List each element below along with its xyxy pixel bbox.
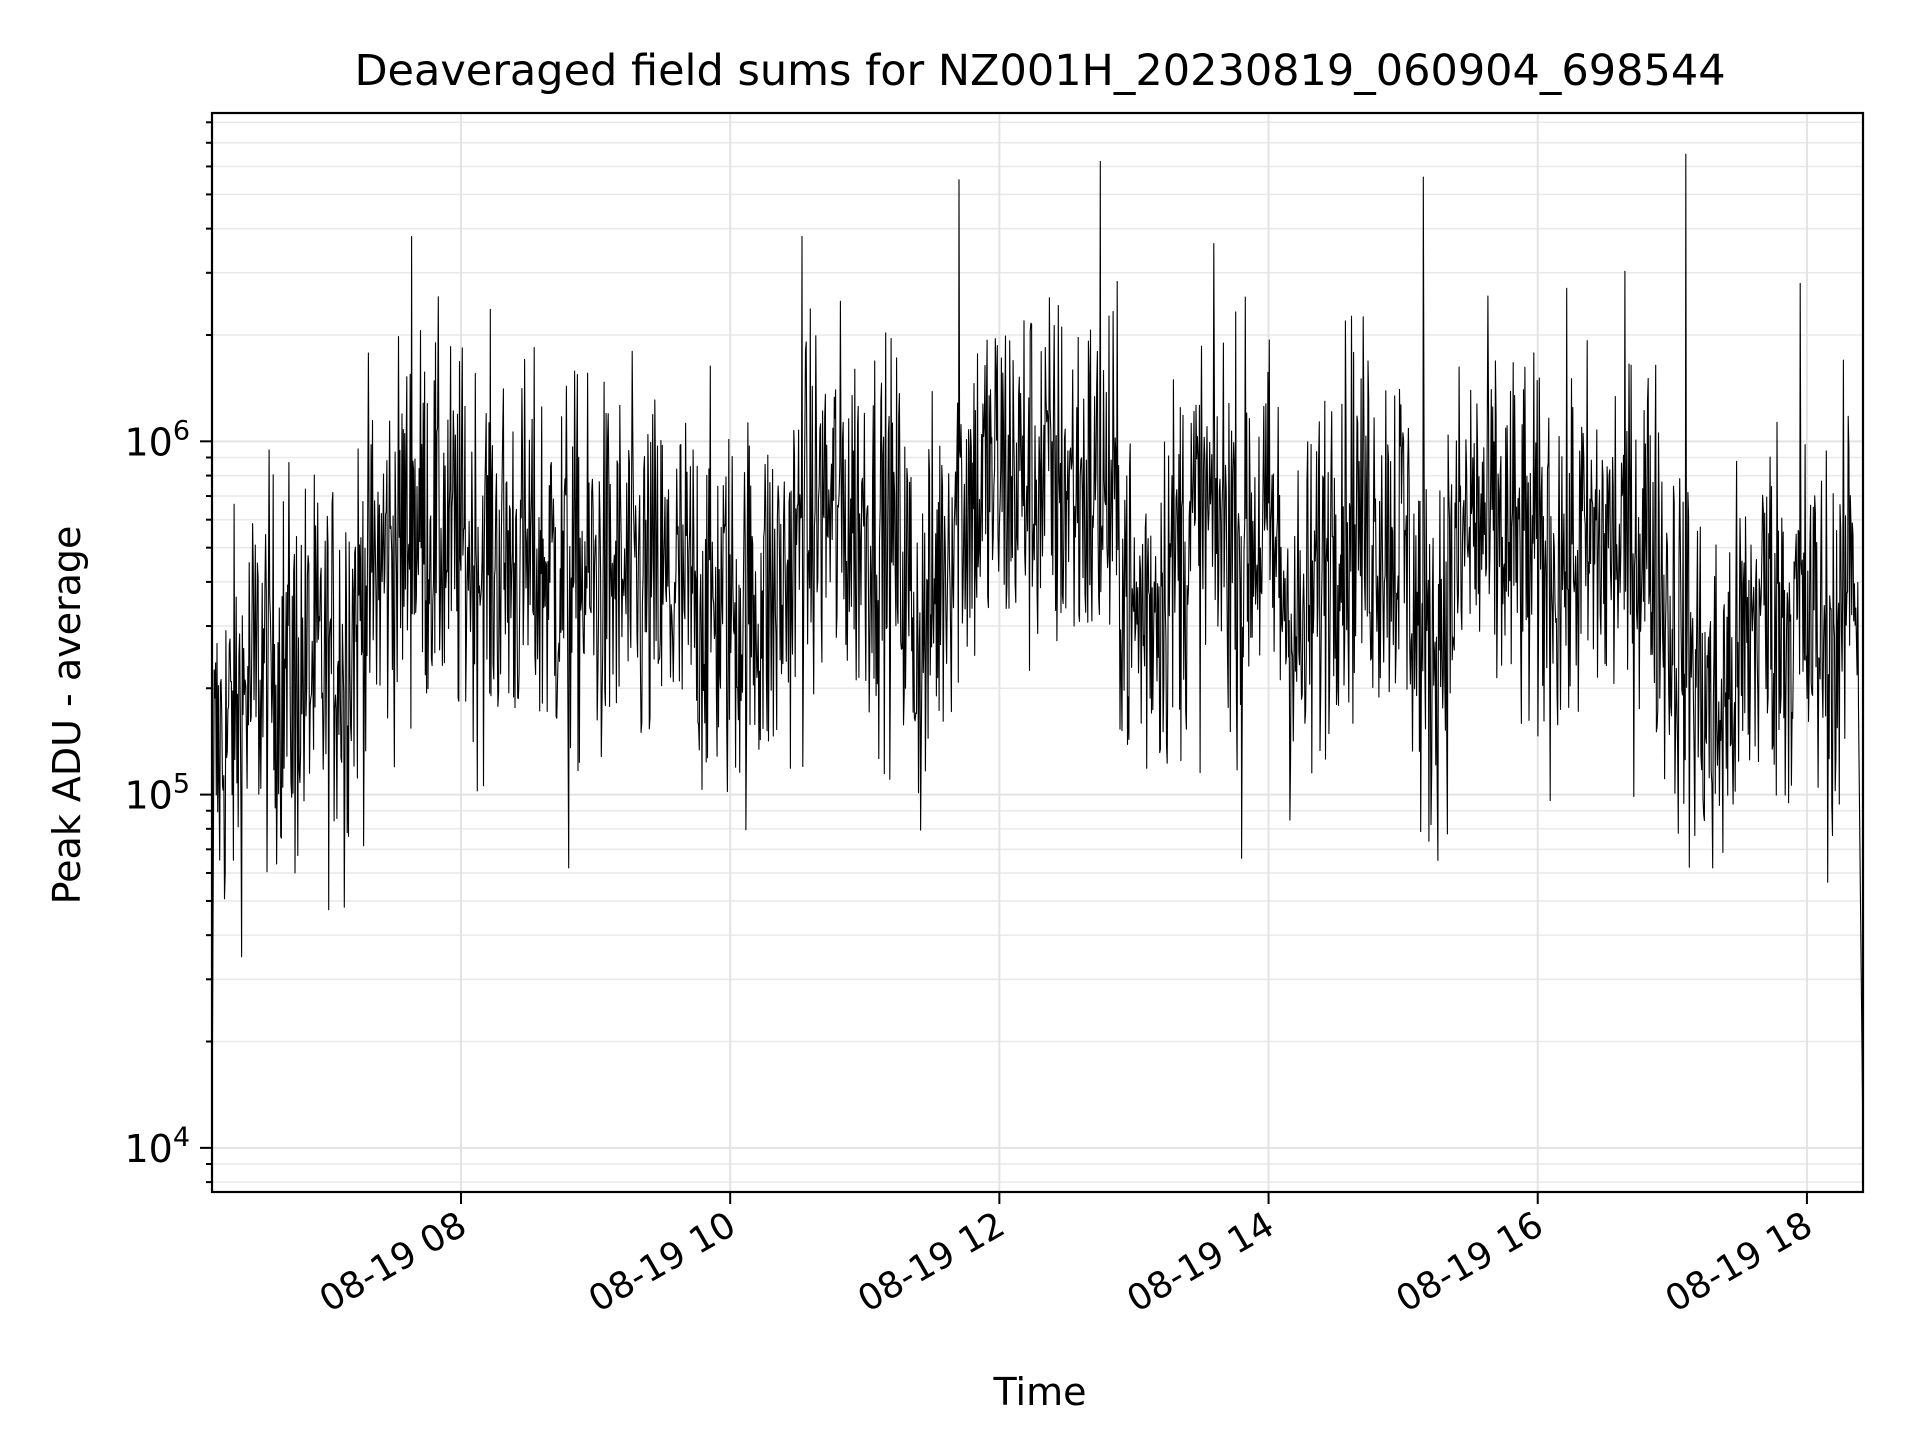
x-axis-label: Time	[993, 1370, 1087, 1414]
plot-frame	[210, 111, 1865, 1194]
y-tick-base: 10	[124, 1127, 172, 1171]
y-tick-label: 106	[124, 415, 190, 464]
y-tick-exponent: 6	[173, 415, 190, 446]
series-layer	[211, 153, 1864, 1148]
series-line	[211, 153, 1864, 1148]
grid-layer	[212, 113, 1863, 1192]
y-axis-label: Peak ADU - average	[45, 526, 89, 905]
chart-title: Deaveraged field sums for NZ001H_2023081…	[354, 46, 1725, 96]
y-tick-base: 10	[124, 774, 172, 818]
y-tick-label: 104	[124, 1122, 190, 1171]
y-tick-label: 105	[124, 769, 190, 818]
y-tick-base: 10	[124, 420, 172, 464]
y-tick-exponent: 4	[173, 1122, 190, 1153]
y-tick-exponent: 5	[173, 769, 190, 800]
